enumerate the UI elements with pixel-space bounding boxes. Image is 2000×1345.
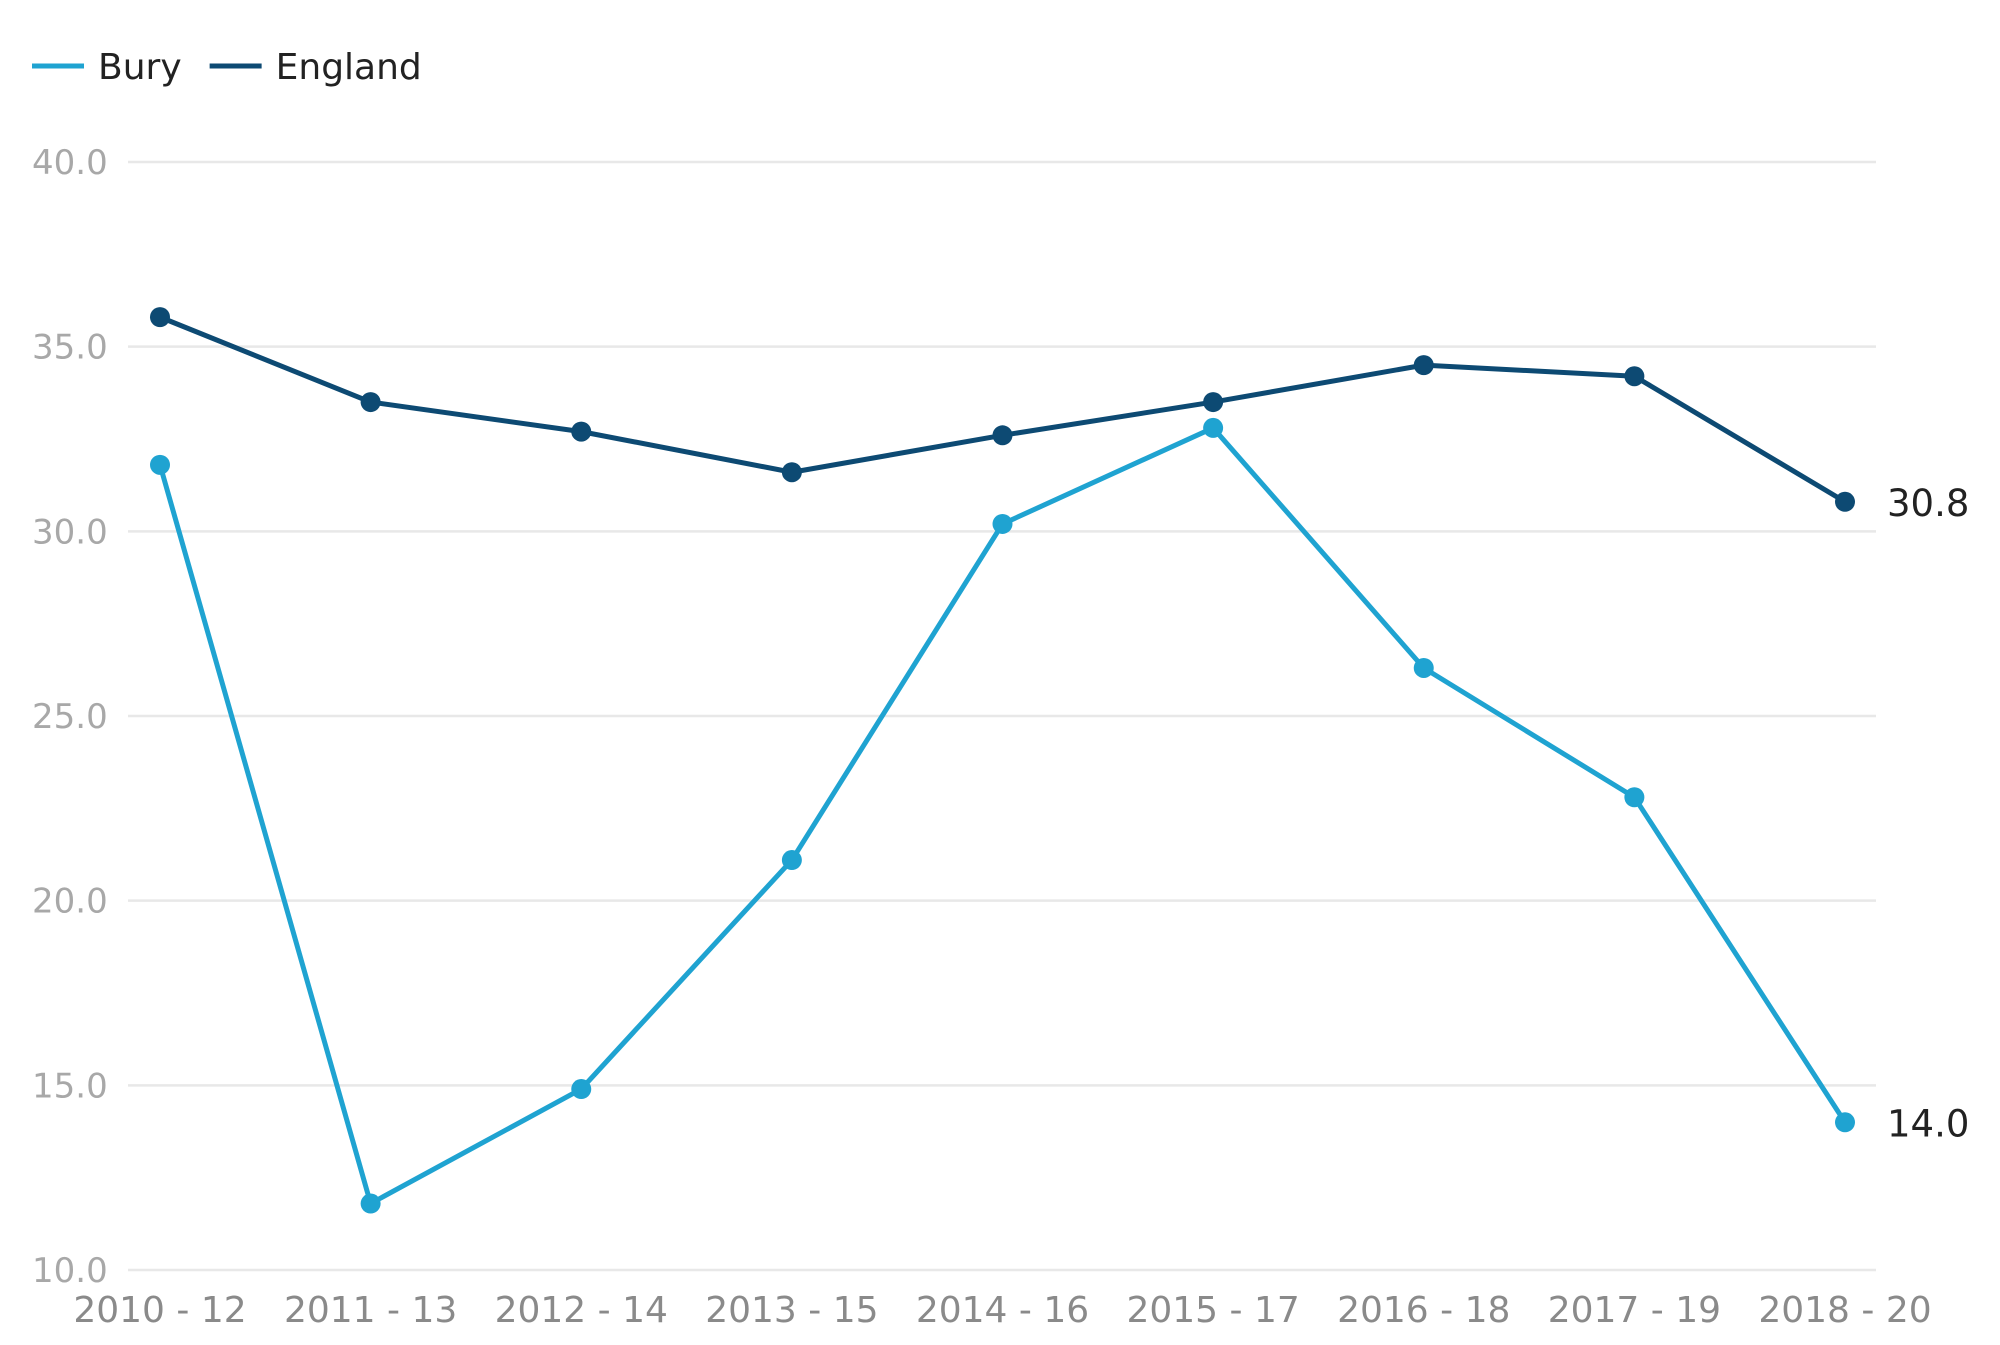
x-tick-label: 2013 - 15: [705, 1290, 878, 1331]
data-point-bury: [150, 454, 170, 475]
x-tick-label: 2010 - 12: [73, 1290, 246, 1331]
data-point-bury: [781, 850, 802, 871]
gridlines: [128, 160, 1876, 1272]
data-point-bury: [360, 1193, 381, 1214]
data-point-england: [150, 307, 170, 328]
legend-label-bury: Bury: [98, 47, 182, 88]
data-point-england: [1624, 366, 1645, 387]
y-tick-label: 15.0: [32, 1066, 108, 1106]
end-label-bury: 14.0: [1887, 1102, 1969, 1145]
x-tick-label: 2012 - 14: [495, 1290, 668, 1331]
data-point-bury: [1624, 787, 1645, 808]
x-tick-label: 2018 - 20: [1758, 1290, 1931, 1331]
y-tick-label: 40.0: [32, 143, 108, 183]
data-point-bury: [992, 513, 1013, 534]
data-point-england: [360, 392, 381, 413]
x-axis-ticks: 2010 - 12 2011 - 13 2012 - 14 2013 - 15 2014…: [73, 1290, 1931, 1331]
series-group: [150, 307, 1855, 1214]
data-point-england: [992, 425, 1013, 446]
data-point-bury: [1835, 1112, 1855, 1133]
legend-label-england: England: [276, 47, 422, 88]
data-point-england: [1413, 355, 1434, 376]
y-tick-label: 35.0: [32, 328, 108, 368]
y-tick-label: 10.0: [32, 1251, 108, 1291]
data-point-england: [781, 462, 802, 483]
data-point-england: [1835, 491, 1855, 512]
legend: Bury England: [32, 47, 422, 88]
x-tick-label: 2014 - 16: [916, 1290, 1089, 1331]
y-tick-label: 20.0: [32, 882, 108, 922]
x-tick-label: 2016 - 18: [1337, 1290, 1510, 1331]
data-point-bury: [571, 1079, 592, 1100]
y-tick-label: 30.0: [32, 512, 108, 552]
data-point-bury: [1413, 657, 1434, 678]
end-labels: 14.0 30.8: [1887, 482, 1969, 1145]
series-line-bury: [157, 425, 1848, 1207]
x-tick-label: 2011 - 13: [284, 1290, 457, 1331]
series-line-england: [157, 314, 1848, 505]
y-axis-ticks: 10.0 15.0 20.0 25.0 30.0 35.0 40.0: [32, 143, 108, 1291]
x-tick-label: 2015 - 17: [1126, 1290, 1299, 1331]
data-point-bury: [1203, 417, 1224, 438]
data-point-england: [571, 421, 592, 442]
x-tick-label: 2017 - 19: [1548, 1290, 1721, 1331]
y-tick-label: 25.0: [32, 697, 108, 737]
data-point-england: [1203, 392, 1224, 413]
end-label-england: 30.8: [1887, 482, 1969, 525]
